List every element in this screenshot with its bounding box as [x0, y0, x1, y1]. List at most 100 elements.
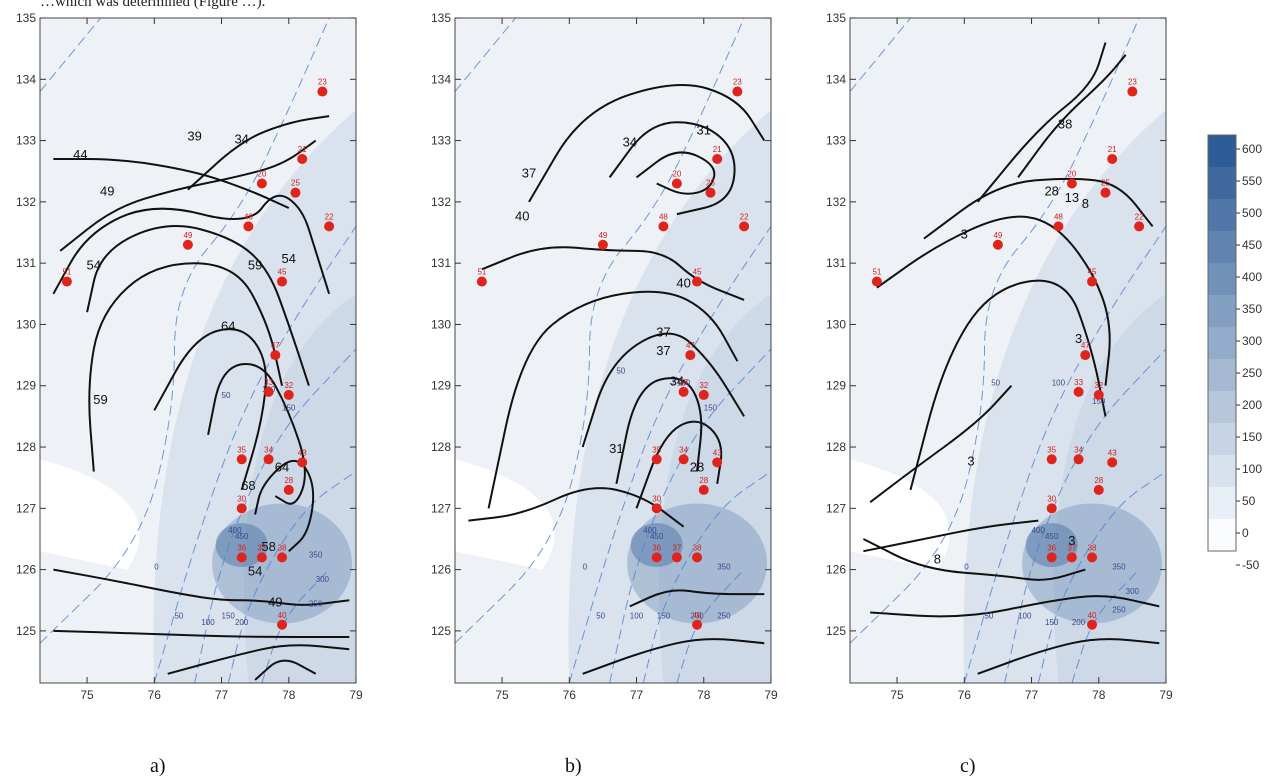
station-label: 47 [271, 341, 280, 350]
zero-region [40, 459, 140, 570]
station-label: 37 [672, 543, 681, 552]
y-tick-label: 128 [16, 440, 36, 454]
y-tick-label: 134 [16, 72, 36, 86]
station-label: 21 [713, 145, 722, 154]
contour-line [635, 151, 716, 195]
station-label: 48 [244, 212, 253, 221]
isoline-label: 250 [309, 599, 323, 608]
contour-line [582, 638, 765, 675]
station-marker [651, 552, 662, 563]
station-label: 40 [1088, 611, 1097, 620]
y-tick-label: 128 [431, 440, 451, 454]
isoline-label: 250 [1112, 606, 1126, 615]
station-label: 35 [652, 445, 661, 454]
y-tick-label: 127 [826, 501, 846, 515]
legend-label: 0 [1242, 526, 1249, 540]
contour-value-label: 49 [268, 594, 282, 609]
isoline-label: 0 [964, 563, 969, 572]
caption-fragment: …which was determined (Figure …). [40, 0, 266, 10]
station-label: 45 [693, 268, 702, 277]
contour-line [53, 158, 290, 209]
station-marker [698, 484, 709, 495]
station-marker [297, 153, 308, 164]
contour-value-label: 3 [967, 453, 974, 468]
station-label: 34 [679, 445, 688, 454]
contour-value-label: 54 [282, 251, 296, 266]
station-label: 32 [699, 381, 708, 390]
isoline-label: 350 [309, 550, 323, 559]
y-tick-label: 131 [431, 256, 451, 270]
isoline-label: 400 [1032, 526, 1046, 535]
station-marker [597, 239, 608, 250]
station-label: 40 [693, 611, 702, 620]
contour-line [52, 194, 331, 295]
station-label: 22 [325, 212, 334, 221]
station-label: 22 [1135, 212, 1144, 221]
station-marker [705, 187, 716, 198]
station-label: 28 [699, 476, 708, 485]
contour-value-label: 13 [1065, 190, 1079, 205]
legend-frame [1207, 134, 1237, 552]
station-label: 36 [652, 543, 661, 552]
isoline-label: 150 [282, 403, 296, 412]
isoline-dashed [642, 471, 771, 683]
contour-line [909, 279, 1107, 491]
isoline-label: 250 [717, 612, 731, 621]
contour-line [923, 177, 1154, 240]
contour-line [862, 538, 1086, 581]
x-tick-label: 78 [282, 688, 296, 702]
contour-value-label: 37 [656, 325, 670, 340]
station-marker [1087, 276, 1098, 287]
station-label: 20 [672, 169, 681, 178]
station-marker [1053, 221, 1064, 232]
contour-line [481, 246, 745, 301]
contour-value-label: 64 [221, 319, 235, 334]
isoline-label: 450 [235, 532, 249, 541]
station-marker [1087, 619, 1098, 630]
station-label: 47 [1081, 341, 1090, 350]
station-marker [256, 178, 267, 189]
contour-line [487, 290, 739, 509]
station-marker [1046, 552, 1057, 563]
station-marker [290, 187, 301, 198]
contour-value-label: 3 [1068, 533, 1075, 548]
isoline-label: 350 [1112, 563, 1126, 572]
station-label: 40 [278, 611, 287, 620]
station-marker [1134, 221, 1145, 232]
station-label: 43 [298, 448, 307, 457]
contour-value-label: 8 [1082, 196, 1089, 211]
isoline-dashed [227, 471, 356, 683]
y-tick-label: 132 [16, 195, 36, 209]
station-label: 45 [278, 268, 287, 277]
contour-line [153, 328, 267, 491]
station-label: 47 [686, 341, 695, 350]
station-label: 25 [291, 179, 300, 188]
zero-region [850, 459, 950, 570]
isoline-dashed [455, 18, 745, 644]
legend-label: 150 [1242, 430, 1262, 444]
station-label: 32 [284, 381, 293, 390]
x-tick-label: 79 [1159, 688, 1173, 702]
station-marker [651, 503, 662, 514]
isoline-dashed [676, 569, 745, 683]
legend-label: 350 [1242, 302, 1262, 316]
contour-value-label: 8 [934, 551, 941, 566]
contour-line [86, 225, 310, 387]
station-label: 22 [740, 212, 749, 221]
contour-line [629, 589, 765, 608]
y-tick-label: 130 [431, 317, 451, 331]
station-label: 37 [257, 543, 266, 552]
legend-swatch [1208, 167, 1236, 199]
contour-value-label: 44 [73, 147, 87, 162]
station-marker [1107, 457, 1118, 468]
station-label: 25 [706, 179, 715, 188]
contour-value-label: 49 [100, 184, 114, 199]
contour-line [59, 139, 317, 252]
contour-line [1017, 54, 1127, 178]
station-label: 36 [1047, 543, 1056, 552]
isoline-label: 50 [616, 366, 625, 375]
y-tick-label: 131 [826, 256, 846, 270]
station-label: 45 [1088, 268, 1097, 277]
station-label: 21 [1108, 145, 1117, 154]
legend-label: 400 [1242, 270, 1262, 284]
